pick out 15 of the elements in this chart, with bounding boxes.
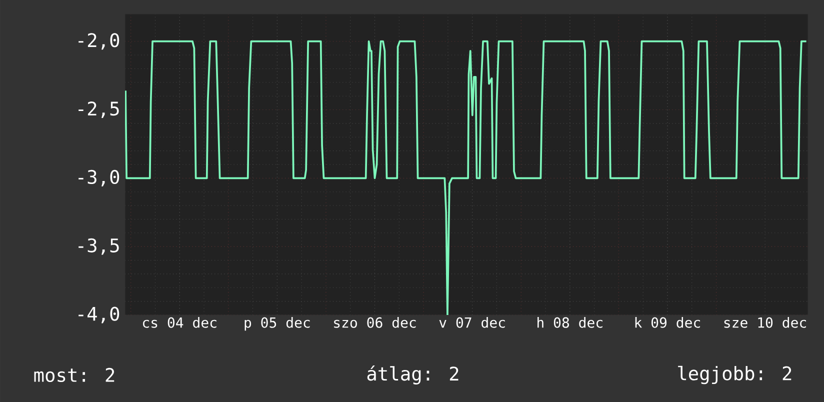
- x-tick-label: v 07 dec: [439, 317, 505, 328]
- text: átlag: 2: [367, 366, 458, 384]
- x-tick-label: cs 04 dec: [143, 317, 216, 328]
- x-tick-label: k 09 dec: [635, 317, 700, 328]
- y-tick-label: -3,5: [78, 238, 119, 255]
- y-tick-label: -2,5: [78, 102, 119, 118]
- y-tick-label: -2,0: [78, 33, 120, 50]
- x-tick-label: p 05 dec: [244, 317, 310, 331]
- text: most: 2: [34, 368, 114, 382]
- x-tick-label: h 08 dec: [538, 317, 602, 328]
- text: legjobb: 2: [678, 366, 792, 384]
- y-tick-label: -3,0: [78, 170, 120, 186]
- x-tick-label: szo 06 dec: [334, 317, 416, 328]
- y-tick-label: -4,0: [78, 306, 120, 324]
- x-tick-label: sze 10 dec: [724, 317, 806, 328]
